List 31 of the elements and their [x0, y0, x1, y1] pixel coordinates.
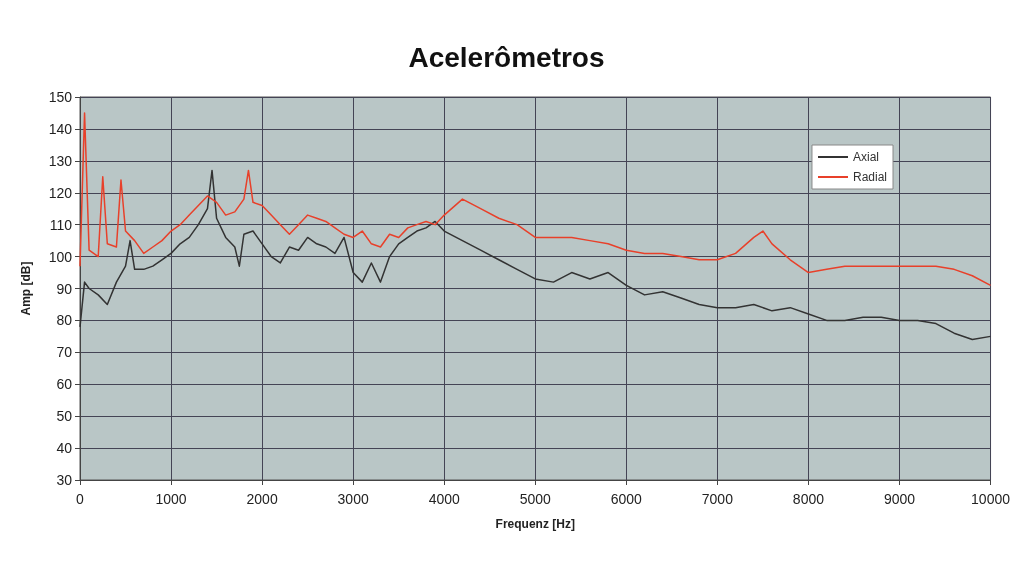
x-tick-label: 2000 — [246, 491, 278, 507]
x-tick-label: 0 — [76, 491, 85, 507]
y-tick-label: 110 — [49, 216, 73, 233]
y-tick-label: 30 — [56, 472, 73, 488]
y-tick-label: 150 — [48, 89, 73, 105]
x-axis-title: Frequenz [Hz] — [495, 517, 575, 531]
y-tick-label: 70 — [56, 344, 73, 361]
x-tick-label: 5000 — [519, 491, 552, 507]
y-tick-label: 130 — [48, 152, 73, 169]
x-tick-label: 9000 — [883, 491, 916, 507]
y-tick-label: 60 — [56, 376, 73, 393]
chart-title: Acelerômetros — [408, 41, 605, 73]
y-tick-label: 50 — [56, 408, 73, 425]
line-series — [79, 169, 992, 341]
x-tick-label: 4000 — [428, 491, 460, 507]
x-tick-label: 8000 — [792, 491, 825, 507]
y-tick-label: 90 — [56, 280, 73, 297]
x-tick-label: 3000 — [337, 491, 369, 507]
line-series — [79, 112, 992, 287]
x-tick-label: 10000 — [971, 491, 1011, 507]
y-tick-label: 80 — [56, 312, 73, 329]
y-tick-label: 100 — [48, 248, 73, 265]
y-tick-label: 120 — [48, 184, 73, 201]
y-tick-label: 140 — [48, 120, 73, 137]
x-tick-label: 6000 — [610, 491, 643, 507]
y-tick-label: 40 — [56, 440, 73, 457]
x-tick-label: 1000 — [155, 491, 187, 507]
legend-label: Axial — [852, 150, 879, 164]
y-axis-title: Amp [dB] — [19, 261, 33, 316]
x-tick-label: 7000 — [701, 491, 734, 507]
legend-label: Radial — [852, 170, 888, 184]
